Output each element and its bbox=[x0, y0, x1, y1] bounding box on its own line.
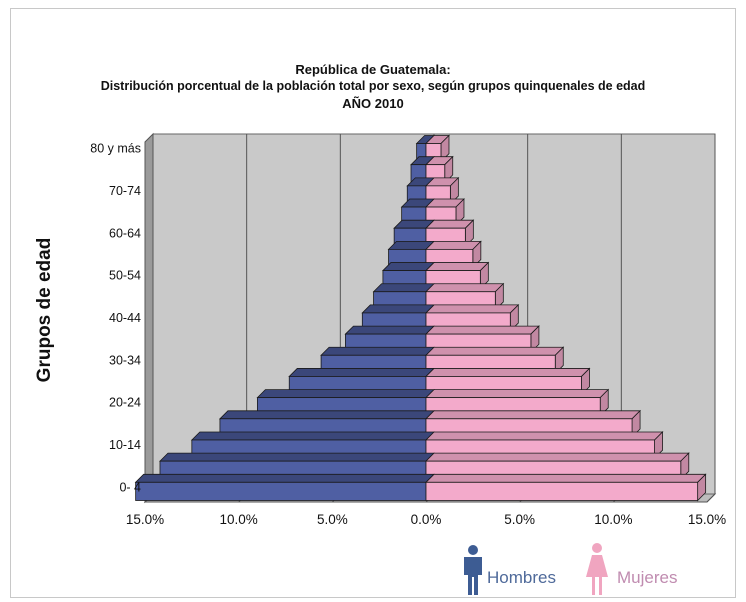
male-person-icon bbox=[464, 545, 482, 595]
legend-men-label: Hombres bbox=[487, 568, 556, 587]
bar-women-top bbox=[425, 431, 664, 441]
x-tick-label: 10.0% bbox=[220, 512, 258, 527]
bar-men-top bbox=[159, 452, 435, 462]
x-tick-label: 15.0% bbox=[126, 512, 164, 527]
bar-men-top bbox=[190, 431, 435, 441]
bar-women-top bbox=[425, 325, 540, 335]
x-tick-label: 5.0% bbox=[317, 512, 348, 527]
x-gridline-floor bbox=[706, 493, 716, 503]
legend-women-label: Mujeres bbox=[617, 568, 678, 587]
side-wall bbox=[144, 132, 154, 504]
x-tick-label: 0.0% bbox=[411, 512, 442, 527]
bar-men-top bbox=[134, 473, 435, 483]
female-person-icon bbox=[586, 543, 608, 595]
y-tick-label: 80 y más bbox=[90, 142, 141, 156]
bar-women-top bbox=[425, 410, 642, 420]
y-tick-label: 0- 4 bbox=[119, 480, 141, 494]
bar-women bbox=[425, 481, 699, 501]
bar-women-top bbox=[425, 346, 565, 356]
bar-women-top bbox=[425, 262, 490, 271]
y-tick-label: 10-14 bbox=[109, 438, 141, 452]
y-tick-label: 30-34 bbox=[109, 353, 141, 367]
bar-women-top bbox=[425, 283, 505, 293]
y-tick-label: 70-74 bbox=[109, 184, 141, 198]
x-tick-label: 5.0% bbox=[504, 512, 535, 527]
chart-title: República de Guatemala: bbox=[295, 62, 451, 77]
bar-men-top bbox=[320, 346, 435, 356]
x-tick-label: 10.0% bbox=[594, 512, 632, 527]
bar-men-top bbox=[344, 325, 435, 335]
bar-men bbox=[135, 481, 427, 501]
y-tick-label: 50-54 bbox=[109, 269, 141, 283]
bar-women-top bbox=[425, 304, 520, 314]
bar-women-top bbox=[425, 240, 482, 250]
bar-men-top bbox=[288, 368, 435, 377]
bar-men-top bbox=[381, 262, 435, 271]
x-tick-label: 15.0% bbox=[688, 512, 726, 527]
bar-women-top bbox=[425, 389, 610, 399]
bar-men-top bbox=[361, 304, 435, 314]
chart-year: AÑO 2010 bbox=[342, 96, 404, 111]
bar-women-top bbox=[425, 452, 690, 462]
bar-women-top bbox=[425, 368, 591, 377]
bar-women-top bbox=[425, 473, 707, 483]
y-tick-label: 60-64 bbox=[109, 226, 141, 240]
bar-men-top bbox=[218, 410, 435, 420]
chart-subtitle: Distribución porcentual de la población … bbox=[100, 79, 646, 93]
y-tick-label: 20-24 bbox=[109, 396, 141, 410]
bar-men-top bbox=[372, 283, 435, 293]
y-tick-label: 40-44 bbox=[109, 311, 141, 325]
bar-men-top bbox=[256, 389, 435, 399]
